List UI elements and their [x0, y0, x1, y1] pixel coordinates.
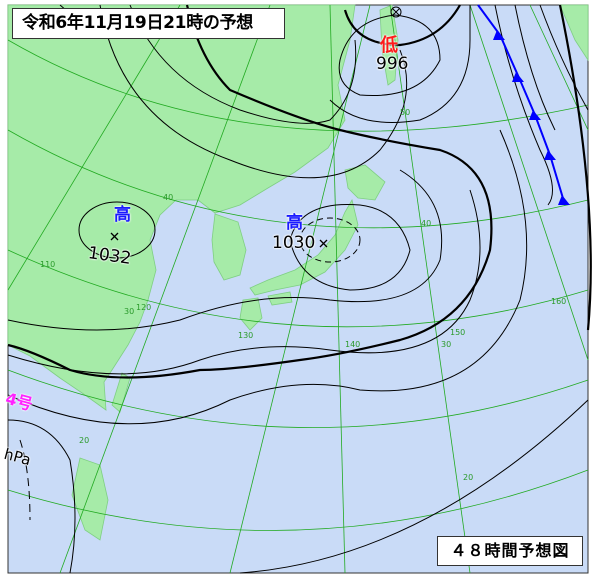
- high-center-marks: [110, 232, 328, 248]
- lon-label: 160: [551, 297, 567, 306]
- cold-front: [477, 4, 570, 206]
- land-taiwan: [111, 372, 131, 413]
- lon-label: 130: [238, 331, 254, 340]
- isobar-high-1030: [299, 217, 361, 263]
- land-korea: [211, 213, 247, 281]
- lat-label: 50: [400, 108, 411, 117]
- low-center-mark: [390, 6, 402, 18]
- graticule: [7, 4, 589, 574]
- high-symbol: 高: [286, 213, 303, 233]
- lat-label: 30: [441, 340, 452, 349]
- lat-label: 20: [79, 436, 90, 445]
- front-triangle: [529, 110, 541, 120]
- lat-label: 40: [163, 193, 174, 202]
- high-pressure-value: 1030: [272, 233, 316, 253]
- land-shikoku: [267, 291, 293, 306]
- lon-label: 110: [40, 260, 56, 269]
- lat-label: 40: [421, 219, 432, 228]
- front-triangle: [544, 150, 556, 160]
- front-triangle: [493, 30, 505, 40]
- front-triangle: [558, 195, 570, 205]
- forecast-time-title: 令和6年11月19日21時の予想: [12, 8, 285, 39]
- land-kyushu: [239, 297, 263, 331]
- lon-label: 140: [345, 340, 361, 349]
- high-symbol: 高: [114, 205, 131, 225]
- land-kamchatka: [559, 4, 589, 62]
- front-triangle: [512, 72, 524, 82]
- thick-isobars: [7, 4, 592, 379]
- lon-label: 120: [136, 303, 152, 312]
- land-hokkaido: [344, 164, 386, 201]
- isobar-high-1032: [78, 201, 156, 259]
- low-symbol: 低: [380, 35, 398, 56]
- lat-label: 30: [124, 307, 135, 316]
- low-pressure-value: 996: [376, 54, 409, 74]
- lat-label: 20: [463, 473, 474, 482]
- lon-label: 150: [450, 328, 466, 337]
- chart-kind-label: ４８時間予想図: [437, 536, 583, 566]
